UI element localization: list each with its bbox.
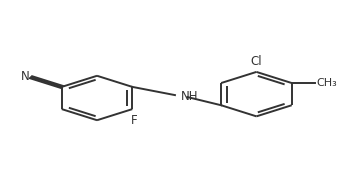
Text: Cl: Cl — [251, 55, 262, 68]
Text: NH: NH — [181, 90, 198, 103]
Text: F: F — [131, 114, 137, 127]
Text: CH₃: CH₃ — [317, 78, 337, 88]
Text: N: N — [21, 70, 29, 83]
